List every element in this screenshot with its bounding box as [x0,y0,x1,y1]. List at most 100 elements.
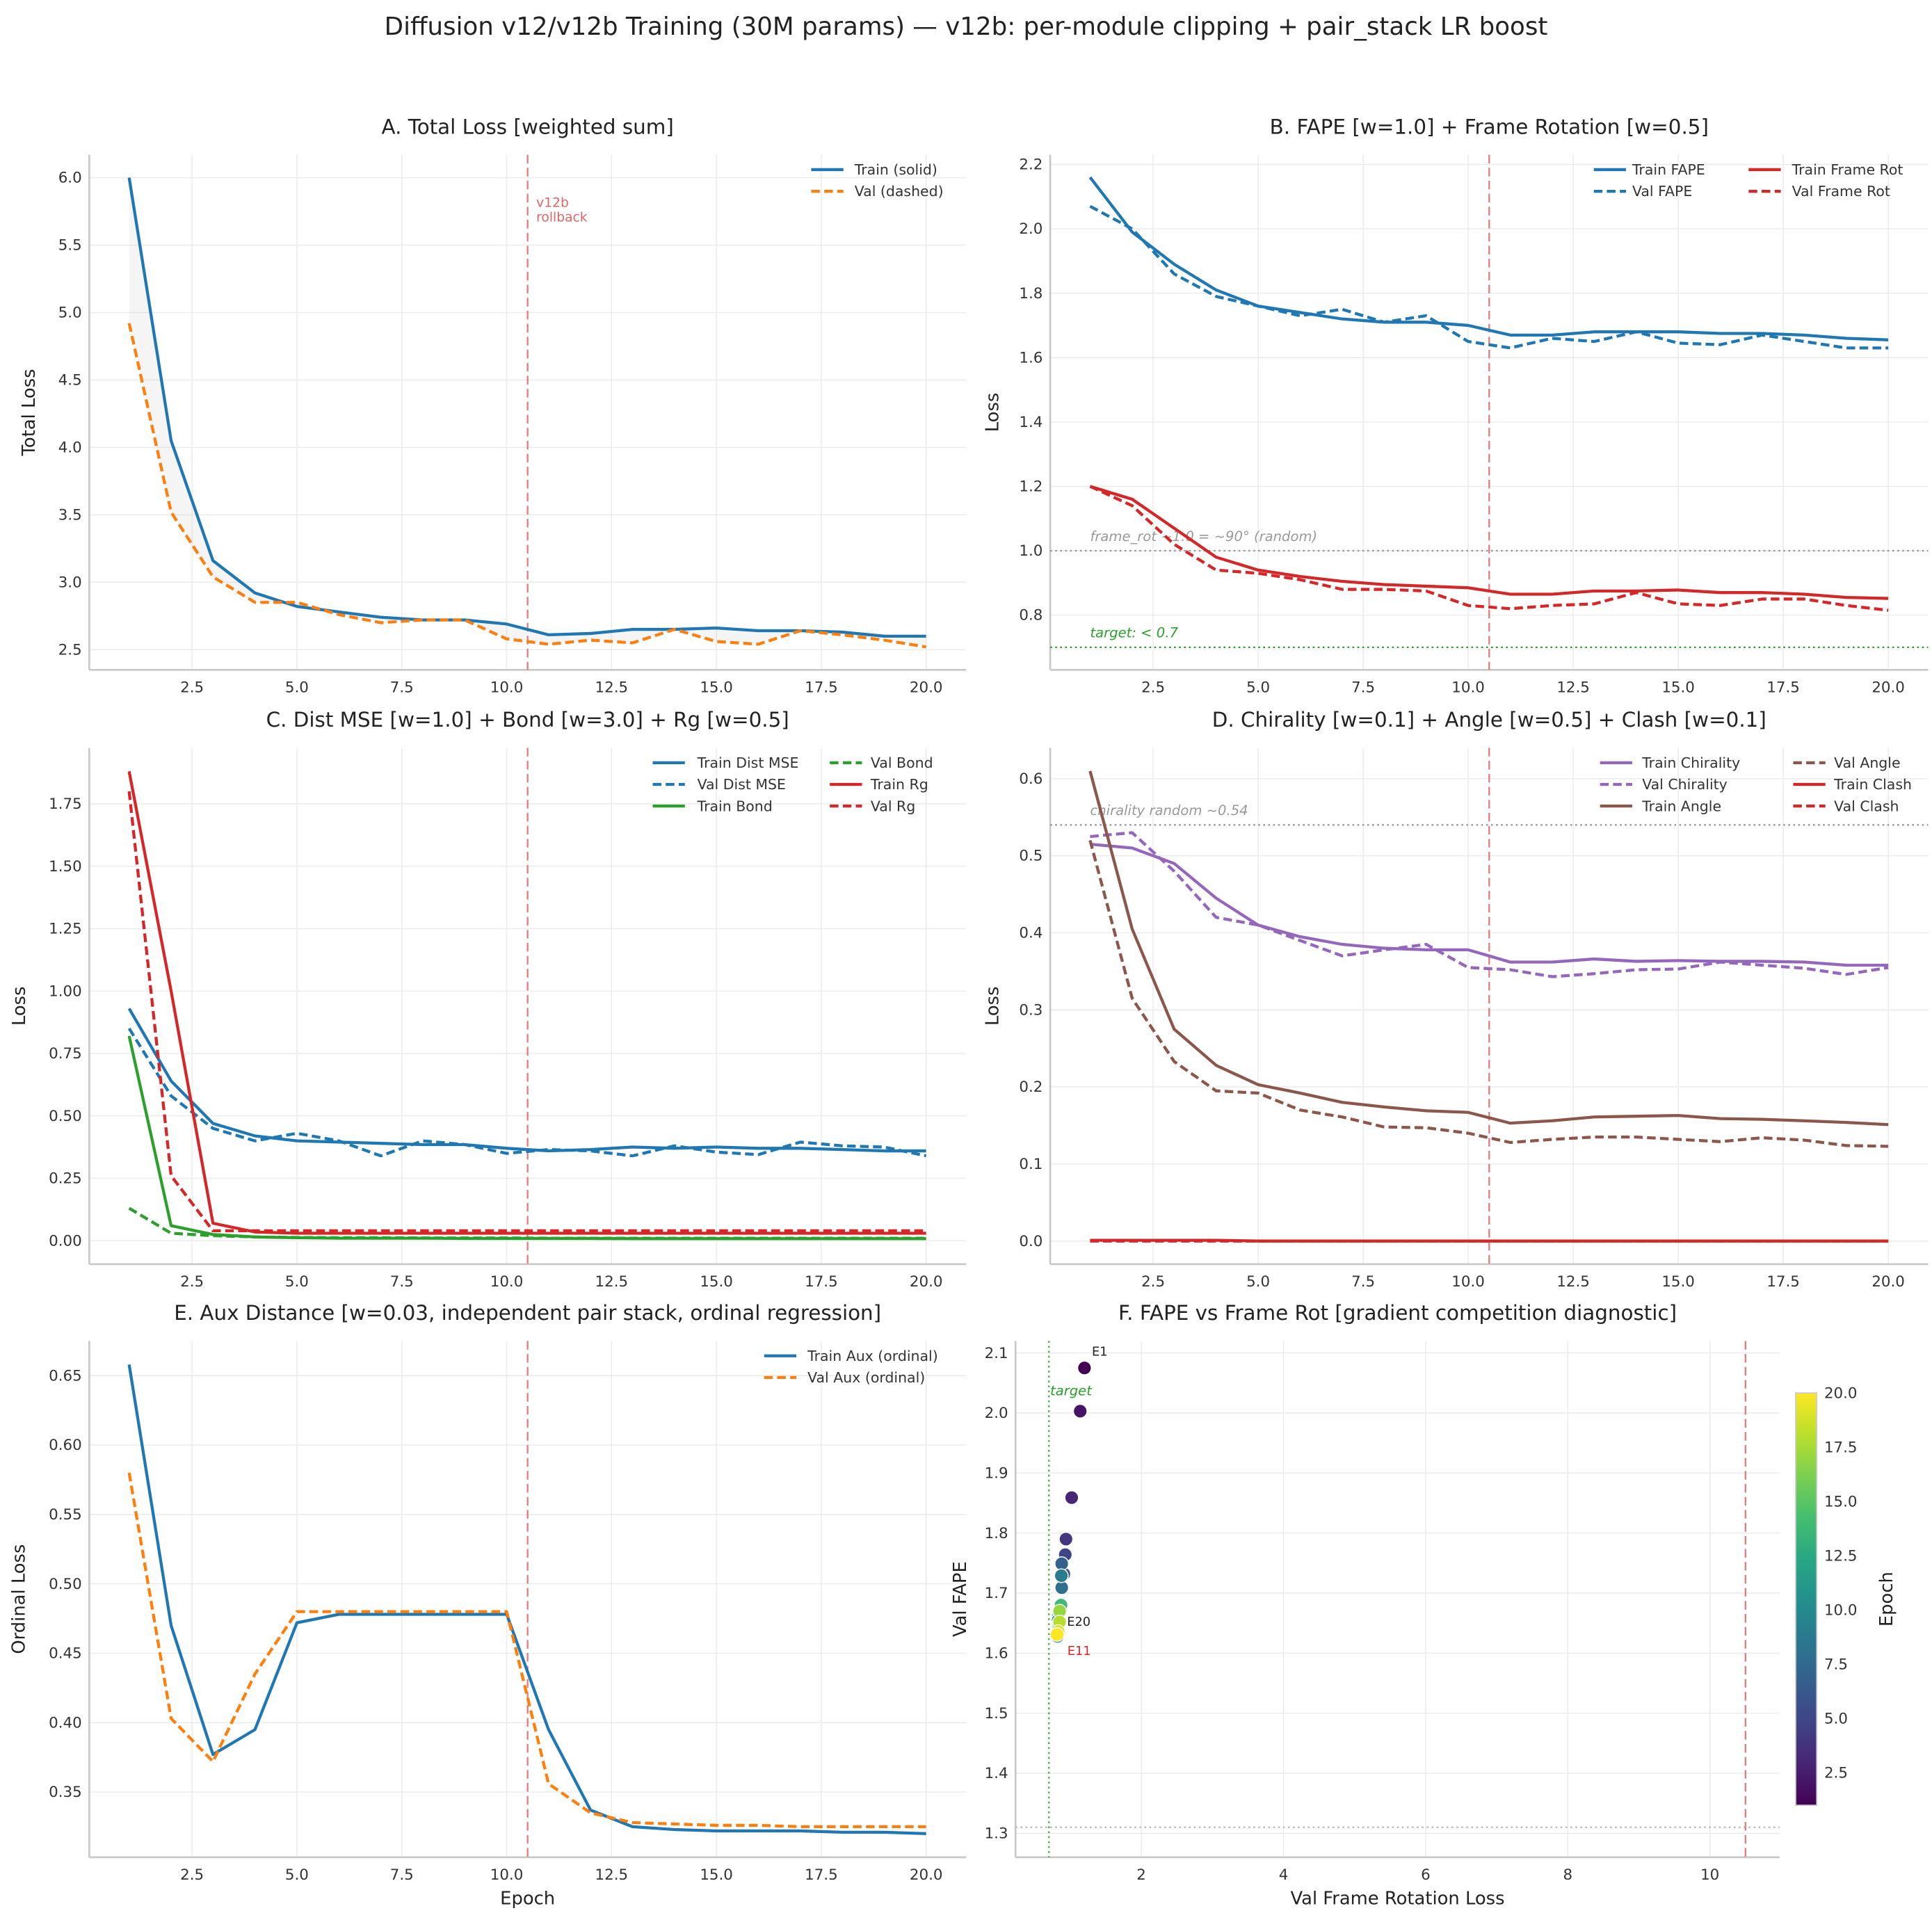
x-tick-label: 10.0 [1451,679,1485,696]
x-tick-label: 5.0 [285,1273,309,1291]
x-tick-label: 20.0 [910,1273,943,1291]
x-tick-label: 7.5 [1351,679,1375,696]
y-tick-label: 0.2 [1019,1079,1043,1096]
x-tick-label: 12.5 [595,679,629,696]
y-tick-label: 5.5 [58,237,82,255]
series-line-train-aux-ordinal- [127,1364,926,1836]
series-line-val-angle [1088,839,1889,1148]
x-tick-label: 10.0 [490,1273,524,1291]
y-tick-label: 0.50 [49,1108,82,1125]
y-tick-label: 1.6 [985,1645,1008,1662]
series-line-val-rg [127,791,926,1233]
panel-f: 2 4 6 8 10 1.3 1.4 1.5 1.6 1.7 1.8 1.9 2.0 2.1 F. FAPE… [950,1301,1897,1909]
panel-title: E. Aux Distance [w=0.03, independent pai… [174,1301,881,1325]
y-tick-label: 1.50 [49,858,82,875]
colorbar-tick-label: 15.0 [1824,1493,1858,1510]
legend-label: Train Frame Rot [1792,161,1903,178]
panel-e: 2.5 5.0 7.5 10.0 12.5 15.0 17.5 20.0 0.35 0.40 0.4… [9,1301,966,1910]
colorbar-tick-label: 10.0 [1824,1601,1858,1619]
point-label: E11 [1068,1644,1091,1658]
y-tick-label: 0.0 [1019,1233,1043,1250]
y-tick-label: 1.8 [985,1525,1008,1542]
colorbar-tick-label: 2.5 [1824,1764,1848,1782]
series-line-train-frame-rot [1089,485,1889,600]
scatter-point [1072,1403,1088,1419]
y-tick-label: 1.8 [1019,285,1043,302]
y-axis-label: Val FAPE [950,1561,971,1637]
target-annotation: target [1050,1383,1093,1399]
x-tick-label: 2.5 [180,1866,204,1884]
x-tick-label: 7.5 [390,679,414,696]
x-tick-label: 5.0 [1246,1273,1270,1291]
y-tick-label: 1.4 [985,1765,1008,1782]
x-tick-label: 4 [1279,1866,1289,1884]
y-tick-label: 2.0 [1019,220,1043,238]
x-tick-label: 17.5 [805,1866,838,1884]
panel-a: 2.5 5.0 7.5 10.0 12.5 15.0 17.5 20.0 2.5 3.0 3.5 4.… [19,115,966,696]
x-tick-label: 20.0 [1871,1273,1905,1291]
colorbar [1795,1392,1818,1806]
y-tick-label: 0.35 [49,1784,82,1801]
y-tick-label: 2.5 [58,641,82,659]
legend-label: Train Dist MSE [697,754,799,771]
x-tick-label: 10.0 [490,679,524,696]
y-tick-label: 0.50 [49,1576,82,1593]
x-tick-label: 12.5 [595,1273,629,1291]
legend-label: Val Rg [871,798,915,814]
series-line-train-chirality [1090,842,1889,967]
y-tick-label: 0.40 [49,1714,82,1732]
legend-label: Train Clash [1833,776,1912,793]
series-line-val-bond [128,1206,926,1240]
rollback-annotation: rollback [536,211,588,225]
x-tick-label: 7.5 [390,1866,414,1884]
scatter-point [1064,1490,1079,1506]
x-tick-label: 2.5 [180,1273,204,1291]
y-axis-label: Loss [982,986,1003,1026]
legend-label: Val Frame Rot [1792,183,1890,200]
y-tick-label: 1.5 [985,1705,1008,1722]
y-tick-label: 6.0 [58,170,82,187]
x-tick-label: 20.0 [910,679,943,696]
scatter-point [1054,1568,1069,1583]
reference-line-label: chirality random ~0.54 [1090,802,1248,818]
y-tick-label: 1.7 [985,1585,1008,1602]
legend-label: Val Clash [1834,798,1899,814]
panel-b: 2.5 5.0 7.5 10.0 12.5 15.0 17.5 20.0 0.8 1.0 1.2 1.… [982,115,1929,696]
scatter-point [1049,1627,1065,1642]
y-tick-label: 1.3 [985,1825,1008,1842]
legend-label: Val FAPE [1632,183,1692,200]
panel-title: D. Chirality [w=0.1] + Angle [w=0.5] + C… [1212,708,1766,732]
panel-title: B. FAPE [w=1.0] + Frame Rotation [w=0.5] [1270,115,1709,138]
series-line-val-aux-ordinal- [127,1472,926,1829]
x-tick-label: 2 [1136,1866,1146,1884]
legend-label: Train Aux (ordinal) [807,1348,938,1364]
series-line-val-dashed- [127,323,927,649]
x-tick-label: 5.0 [1246,679,1270,696]
y-tick-label: 0.00 [49,1232,82,1250]
x-tick-label: 7.5 [390,1273,414,1291]
x-tick-label: 2.5 [1141,679,1165,696]
x-tick-label: 17.5 [805,679,838,696]
y-tick-label: 1.9 [985,1464,1008,1482]
colorbar-tick-label: 17.5 [1824,1439,1858,1456]
x-tick-label: 17.5 [1766,679,1800,696]
legend-label: Val Bond [871,754,933,771]
panel-title: F. FAPE vs Frame Rot [gradient competiti… [1118,1301,1677,1325]
panel-title: A. Total Loss [weighted sum] [382,115,674,138]
x-tick-label: 5.0 [285,679,309,696]
y-tick-label: 0.75 [49,1045,82,1063]
series-line-train-fape [1088,176,1889,341]
y-axis-label: Ordinal Loss [9,1544,30,1654]
panel-c: 2.5 5.0 7.5 10.0 12.5 15.0 17.5 20.0 0.00 0.25 0.5… [9,708,966,1291]
legend-label: Val Dist MSE [698,776,786,793]
x-tick-label: 10 [1700,1866,1719,1884]
x-tick-label: 7.5 [1351,1273,1375,1291]
legend-label: Train Rg [870,776,928,793]
x-tick-label: 12.5 [1556,1273,1590,1291]
y-tick-label: 0.25 [49,1170,82,1188]
x-tick-label: 5.0 [285,1866,309,1884]
point-label: E1 [1092,1344,1108,1359]
x-tick-label: 17.5 [805,1273,838,1291]
series-line-val-dist-mse [127,1027,927,1158]
